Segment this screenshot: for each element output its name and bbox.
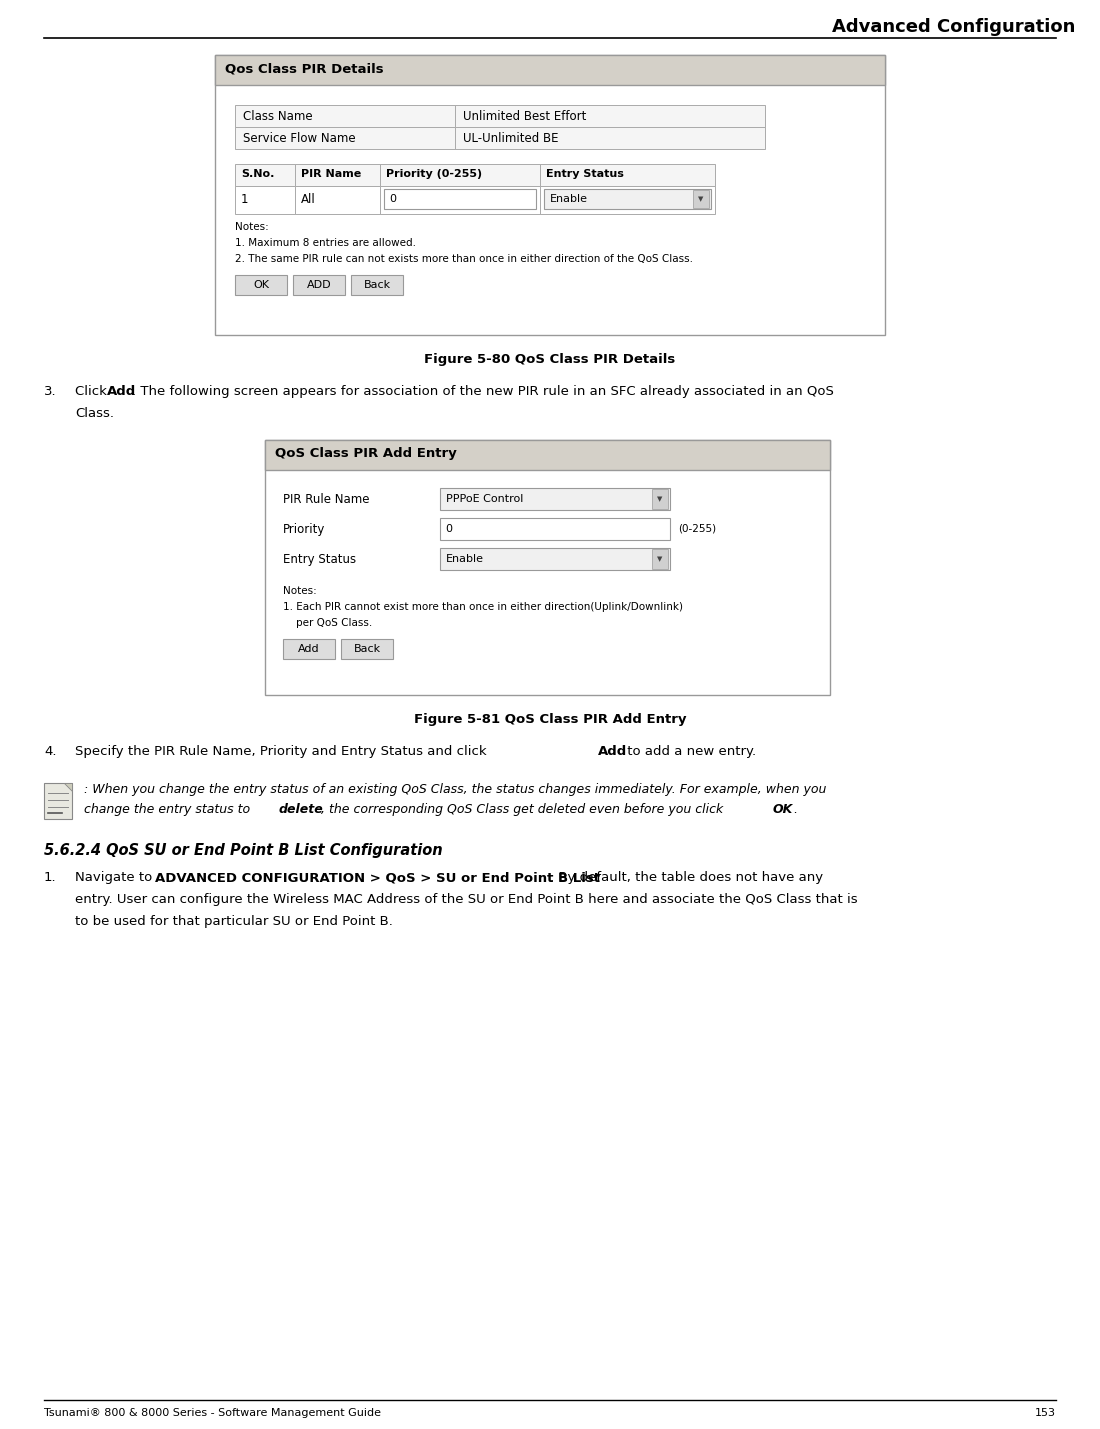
Text: Unlimited Best Effort: Unlimited Best Effort — [463, 110, 586, 123]
Text: 1.: 1. — [44, 872, 56, 885]
Text: ADD: ADD — [307, 280, 331, 290]
Text: : When you change the entry status of an existing QoS Class, the status changes : : When you change the entry status of an… — [84, 783, 826, 796]
Text: Service Flow Name: Service Flow Name — [243, 131, 355, 144]
Bar — [293, 274, 345, 294]
Text: Advanced Configuration: Advanced Configuration — [832, 19, 1075, 36]
Text: Priority (0-255): Priority (0-255) — [386, 169, 482, 179]
Text: OK: OK — [253, 280, 270, 290]
Text: Notes:: Notes: — [283, 586, 317, 596]
Text: Class Name: Class Name — [243, 110, 312, 123]
Text: UL-Unlimited BE: UL-Unlimited BE — [463, 131, 559, 144]
Text: entry. User can configure the Wireless MAC Address of the SU or End Point B here: entry. User can configure the Wireless M… — [75, 893, 858, 906]
Text: 3.: 3. — [44, 384, 56, 399]
Bar — [295, 164, 380, 186]
Text: 0: 0 — [446, 524, 452, 534]
Bar — [235, 104, 455, 127]
Text: Back: Back — [363, 280, 390, 290]
Text: Add: Add — [298, 644, 320, 654]
Text: ▼: ▼ — [658, 496, 662, 502]
Text: S.No.: S.No. — [241, 169, 274, 179]
Bar — [379, 164, 540, 186]
Text: per QoS Class.: per QoS Class. — [283, 617, 372, 627]
Text: 1: 1 — [241, 193, 249, 206]
Text: OK: OK — [773, 803, 793, 816]
Text: Click: Click — [75, 384, 111, 399]
Text: 4.: 4. — [44, 745, 56, 757]
Bar — [440, 547, 670, 570]
Text: ▼: ▼ — [658, 556, 662, 562]
Polygon shape — [64, 783, 72, 792]
Text: ADVANCED CONFIGURATION > QoS > SU or End Point B List: ADVANCED CONFIGURATION > QoS > SU or End… — [155, 872, 600, 885]
Bar — [652, 489, 668, 509]
Text: Notes:: Notes: — [235, 221, 268, 231]
Text: .: . — [793, 803, 798, 816]
Bar — [235, 127, 455, 149]
Text: . The following screen appears for association of the new PIR rule in an SFC alr: . The following screen appears for assoc… — [132, 384, 834, 399]
Bar — [540, 164, 715, 186]
Text: 2. The same PIR rule can not exists more than once in either direction of the Qo: 2. The same PIR rule can not exists more… — [235, 254, 693, 264]
Bar — [455, 104, 764, 127]
Text: QoS Class PIR Add Entry: QoS Class PIR Add Entry — [275, 447, 456, 460]
Text: Specify the PIR Rule Name, Priority and Entry Status and click: Specify the PIR Rule Name, Priority and … — [75, 745, 491, 757]
Text: Enable: Enable — [446, 554, 484, 564]
Bar — [265, 440, 830, 470]
Text: to add a new entry.: to add a new entry. — [623, 745, 756, 757]
Text: Add: Add — [107, 384, 136, 399]
Text: Back: Back — [353, 644, 381, 654]
Bar — [455, 127, 764, 149]
Text: 0: 0 — [389, 194, 396, 204]
Text: PIR Rule Name: PIR Rule Name — [283, 493, 370, 506]
Bar — [379, 186, 540, 214]
Text: PPPoE Control: PPPoE Control — [446, 494, 524, 504]
Text: 1. Each PIR cannot exist more than once in either direction(Uplink/Downlink): 1. Each PIR cannot exist more than once … — [283, 602, 683, 612]
Text: , the corresponding QoS Class get deleted even before you click: , the corresponding QoS Class get delete… — [321, 803, 727, 816]
Bar — [235, 186, 295, 214]
Bar — [540, 186, 715, 214]
Text: Add: Add — [598, 745, 627, 757]
Text: Tsunami® 800 & 8000 Series - Software Management Guide: Tsunami® 800 & 8000 Series - Software Ma… — [44, 1408, 381, 1418]
Bar — [265, 440, 830, 694]
Text: 1. Maximum 8 entries are allowed.: 1. Maximum 8 entries are allowed. — [235, 239, 416, 249]
Text: All: All — [301, 193, 316, 206]
Text: Entry Status: Entry Status — [283, 553, 356, 566]
Text: Class.: Class. — [75, 407, 114, 420]
Text: Figure 5-80 QoS Class PIR Details: Figure 5-80 QoS Class PIR Details — [425, 353, 675, 366]
Text: 153: 153 — [1035, 1408, 1056, 1418]
Bar — [652, 549, 668, 569]
Bar — [295, 186, 380, 214]
Text: Priority: Priority — [283, 523, 326, 536]
Text: delete: delete — [279, 803, 323, 816]
Bar — [440, 517, 670, 540]
Bar — [214, 54, 886, 334]
Text: Entry Status: Entry Status — [546, 169, 624, 179]
Text: Qos Class PIR Details: Qos Class PIR Details — [226, 61, 384, 74]
Text: to be used for that particular SU or End Point B.: to be used for that particular SU or End… — [75, 915, 393, 927]
Bar — [283, 639, 336, 659]
Text: Enable: Enable — [550, 194, 588, 204]
Bar — [351, 274, 403, 294]
Bar — [214, 54, 886, 84]
Bar — [384, 189, 536, 209]
Text: 5.6.2.4 QoS SU or End Point B List Configuration: 5.6.2.4 QoS SU or End Point B List Confi… — [44, 843, 442, 857]
Text: Figure 5-81 QoS Class PIR Add Entry: Figure 5-81 QoS Class PIR Add Entry — [414, 713, 686, 726]
Bar — [235, 164, 295, 186]
Text: ▼: ▼ — [698, 196, 704, 201]
Bar — [235, 274, 287, 294]
Bar — [341, 639, 393, 659]
Text: (0-255): (0-255) — [678, 523, 716, 533]
Text: . By default, the table does not have any: . By default, the table does not have an… — [550, 872, 823, 885]
Bar — [544, 189, 711, 209]
Text: change the entry status to: change the entry status to — [84, 803, 254, 816]
Polygon shape — [44, 783, 72, 819]
Bar — [693, 190, 710, 209]
Text: PIR Name: PIR Name — [301, 169, 361, 179]
Bar — [440, 487, 670, 510]
Text: Navigate to: Navigate to — [75, 872, 156, 885]
